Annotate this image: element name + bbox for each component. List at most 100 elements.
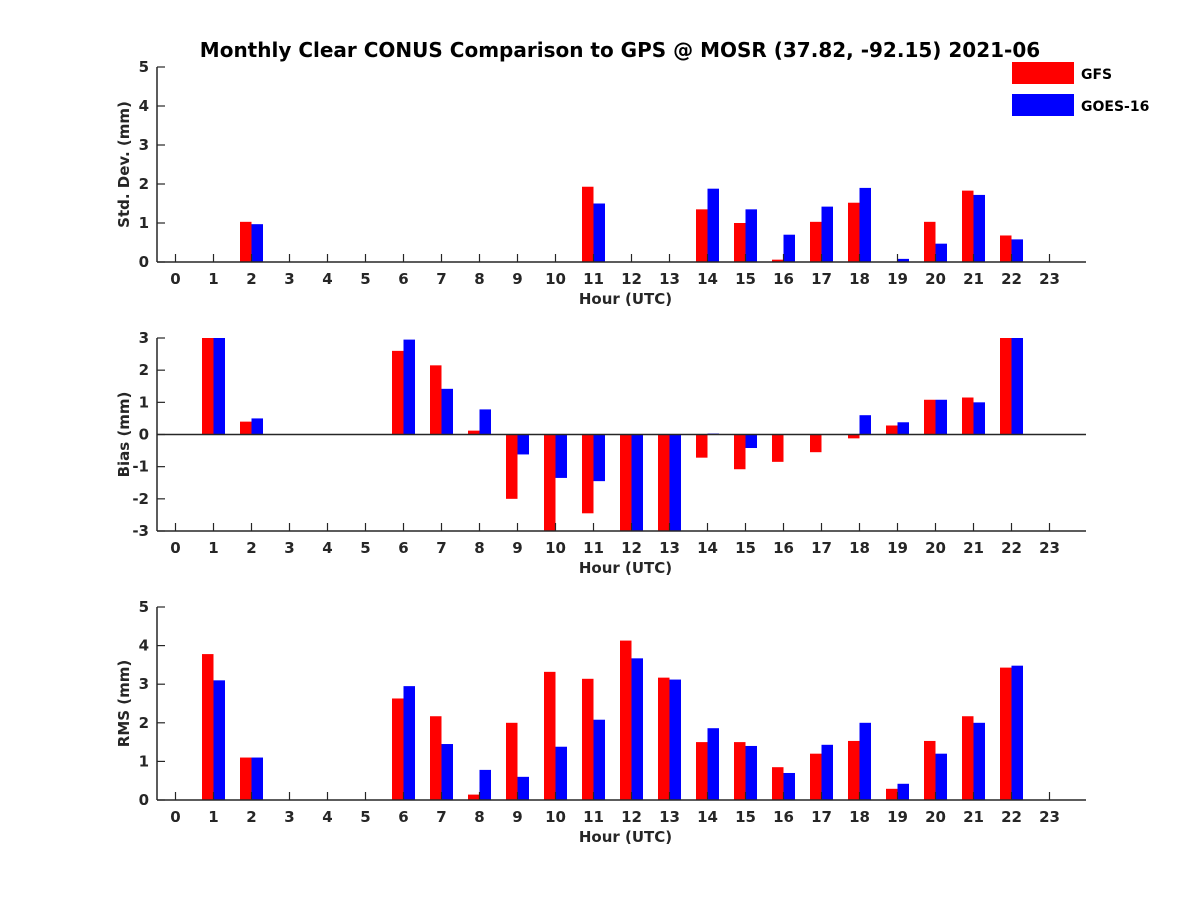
x-axis-label: Hour (UTC) bbox=[579, 559, 672, 577]
x-tick-label: 4 bbox=[322, 270, 332, 288]
legend-swatch-gfs bbox=[1012, 62, 1074, 84]
chart-title: Monthly Clear CONUS Comparison to GPS @ … bbox=[200, 38, 1040, 62]
x-tick-label: 21 bbox=[963, 270, 984, 288]
x-tick-label: 19 bbox=[887, 539, 908, 557]
x-tick-label: 10 bbox=[545, 808, 566, 826]
x-tick-label: 14 bbox=[697, 539, 718, 557]
y-tick-label: 0 bbox=[139, 426, 149, 444]
x-tick-label: 5 bbox=[360, 539, 370, 557]
x-tick-label: 19 bbox=[887, 270, 908, 288]
x-tick-label: 2 bbox=[246, 539, 256, 557]
x-tick-label: 11 bbox=[583, 539, 604, 557]
x-tick-label: 3 bbox=[284, 808, 294, 826]
x-tick-label: 1 bbox=[208, 539, 218, 557]
x-tick-label: 18 bbox=[849, 808, 870, 826]
x-tick-label: 18 bbox=[849, 270, 870, 288]
y-tick-label: 3 bbox=[139, 675, 149, 693]
x-tick-label: 23 bbox=[1039, 539, 1060, 557]
bar-goes-16-14 bbox=[707, 728, 719, 800]
bar-gfs-12 bbox=[620, 640, 632, 800]
bar-goes-16-20 bbox=[935, 753, 947, 800]
x-tick-label: 7 bbox=[436, 270, 446, 288]
bar-gfs-17 bbox=[810, 753, 822, 800]
x-tick-label: 13 bbox=[659, 270, 680, 288]
x-tick-label: 13 bbox=[659, 539, 680, 557]
bar-goes-16-1 bbox=[213, 680, 225, 800]
bar-goes-16-6 bbox=[403, 339, 415, 435]
y-tick-label: 2 bbox=[139, 361, 149, 379]
bar-gfs-7 bbox=[430, 716, 442, 800]
x-tick-label: 12 bbox=[621, 808, 642, 826]
x-tick-label: 20 bbox=[925, 270, 946, 288]
bar-goes-16-20 bbox=[935, 243, 947, 262]
x-tick-label: 0 bbox=[170, 270, 180, 288]
x-tick-label: 2 bbox=[246, 270, 256, 288]
bar-gfs-22 bbox=[1000, 235, 1012, 262]
bar-goes-16-11 bbox=[593, 719, 605, 800]
x-tick-label: 0 bbox=[170, 539, 180, 557]
y-tick-label: -2 bbox=[132, 490, 149, 508]
y-tick-label: 2 bbox=[139, 175, 149, 193]
bar-goes-16-15 bbox=[745, 209, 757, 262]
bar-gfs-11 bbox=[582, 186, 594, 262]
x-tick-label: 3 bbox=[284, 539, 294, 557]
bar-goes-16-21 bbox=[973, 194, 985, 262]
bar-goes-16-12 bbox=[631, 434, 643, 531]
bar-gfs-16 bbox=[772, 767, 784, 800]
bar-gfs-14 bbox=[696, 742, 708, 800]
bar-gfs-19 bbox=[886, 788, 898, 800]
bar-goes-16-12 bbox=[631, 658, 643, 800]
x-tick-label: 2 bbox=[246, 808, 256, 826]
bar-goes-16-21 bbox=[973, 402, 985, 435]
x-tick-label: 23 bbox=[1039, 270, 1060, 288]
x-tick-label: 22 bbox=[1001, 539, 1022, 557]
x-tick-label: 19 bbox=[887, 808, 908, 826]
bar-gfs-2 bbox=[240, 421, 252, 435]
bar-gfs-15 bbox=[734, 742, 746, 800]
x-tick-label: 21 bbox=[963, 808, 984, 826]
bar-goes-16-11 bbox=[593, 434, 605, 482]
bar-goes-16-17 bbox=[821, 206, 833, 262]
bar-gfs-11 bbox=[582, 678, 594, 800]
bar-goes-16-16 bbox=[783, 772, 795, 800]
x-tick-label: 13 bbox=[659, 808, 680, 826]
y-tick-label: 1 bbox=[139, 752, 149, 770]
x-tick-label: 22 bbox=[1001, 270, 1022, 288]
x-tick-label: 10 bbox=[545, 539, 566, 557]
bar-goes-16-22 bbox=[1011, 338, 1023, 435]
x-tick-label: 5 bbox=[360, 808, 370, 826]
bar-gfs-2 bbox=[240, 221, 252, 262]
x-tick-label: 20 bbox=[925, 539, 946, 557]
x-tick-label: 6 bbox=[398, 270, 408, 288]
bar-goes-16-21 bbox=[973, 722, 985, 800]
x-tick-label: 15 bbox=[735, 270, 756, 288]
bar-gfs-22 bbox=[1000, 667, 1012, 800]
x-tick-label: 4 bbox=[322, 808, 332, 826]
y-tick-label: 3 bbox=[139, 329, 149, 347]
x-tick-label: 8 bbox=[474, 270, 484, 288]
bar-goes-16-7 bbox=[441, 744, 453, 800]
x-tick-label: 10 bbox=[545, 270, 566, 288]
x-tick-label: 18 bbox=[849, 539, 870, 557]
y-tick-label: 1 bbox=[139, 393, 149, 411]
x-tick-label: 17 bbox=[811, 539, 832, 557]
bar-goes-16-17 bbox=[821, 744, 833, 800]
legend-label-gfs: GFS bbox=[1081, 67, 1112, 83]
x-tick-label: 12 bbox=[621, 539, 642, 557]
y-tick-label: 1 bbox=[139, 214, 149, 232]
bar-gfs-15 bbox=[734, 434, 746, 470]
bar-gfs-1 bbox=[202, 654, 214, 800]
bar-gfs-17 bbox=[810, 221, 822, 262]
x-tick-label: 16 bbox=[773, 808, 794, 826]
bar-goes-16-9 bbox=[517, 776, 529, 800]
x-tick-label: 4 bbox=[322, 539, 332, 557]
bar-gfs-17 bbox=[810, 434, 822, 453]
bar-goes-16-1 bbox=[213, 338, 225, 435]
bar-goes-16-8 bbox=[479, 769, 491, 800]
x-tick-label: 11 bbox=[583, 808, 604, 826]
x-tick-label: 9 bbox=[512, 808, 522, 826]
bar-gfs-7 bbox=[430, 365, 442, 435]
bar-gfs-20 bbox=[924, 399, 936, 435]
y-tick-label: 0 bbox=[139, 791, 149, 809]
